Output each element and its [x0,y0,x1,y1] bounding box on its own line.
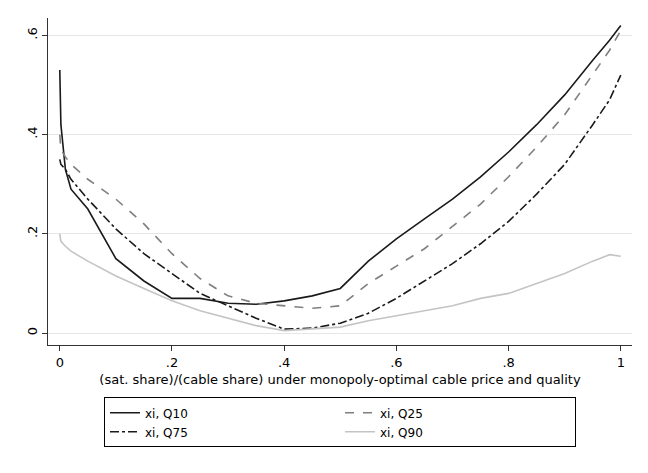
svg-text:xi, Q90: xi, Q90 [380,426,423,440]
svg-text:.2: .2 [166,355,178,370]
svg-text:0: 0 [25,327,40,335]
svg-text:.4: .4 [25,126,40,138]
svg-text:0: 0 [56,355,64,370]
svg-text:xi, Q25: xi, Q25 [380,407,423,421]
svg-text:(sat. share)/(cable share) und: (sat. share)/(cable share) under monopol… [99,372,581,387]
svg-text:.8: .8 [502,355,514,370]
svg-text:.6: .6 [390,355,402,370]
svg-text:.2: .2 [25,226,40,238]
svg-text:.4: .4 [278,355,290,370]
svg-text:xi, Q75: xi, Q75 [145,426,188,440]
svg-text:1: 1 [617,355,625,370]
svg-text:.6: .6 [25,27,40,39]
svg-text:xi, Q10: xi, Q10 [145,407,188,421]
